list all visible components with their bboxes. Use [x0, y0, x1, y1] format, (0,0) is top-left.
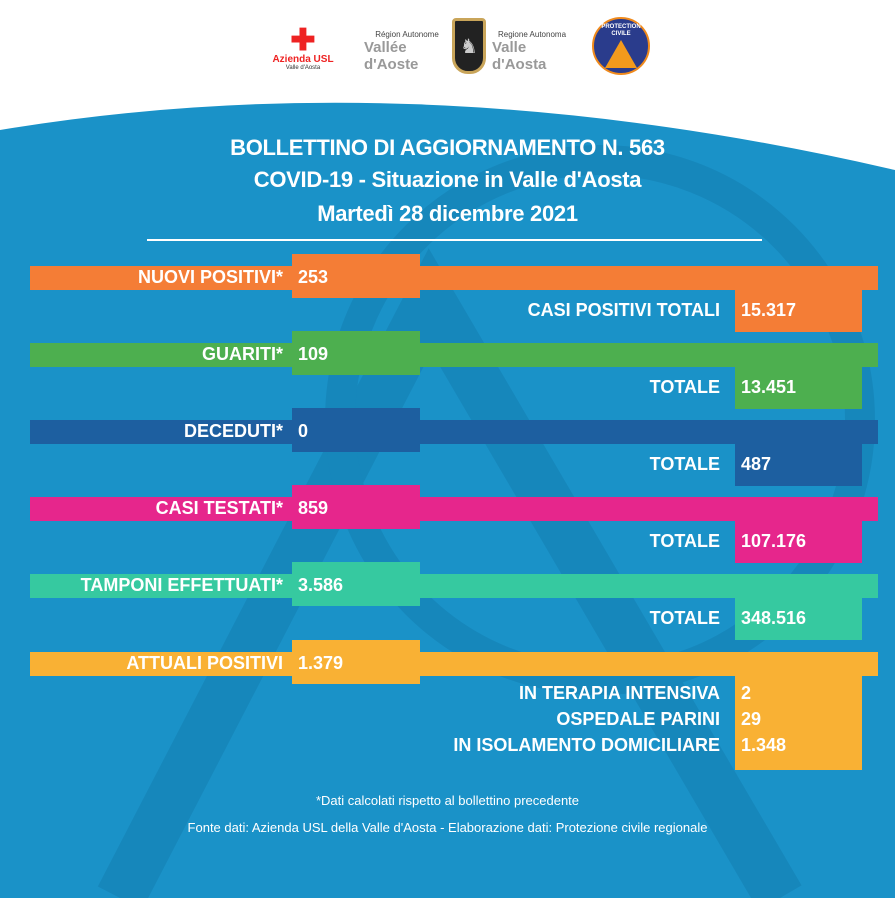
azienda-usl-logo: ✚ Azienda USL Valle d'Aosta [272, 23, 334, 71]
total-label: TOTALE [649, 531, 720, 551]
row-value: 0 [298, 421, 309, 441]
logo-bar: ✚ Azienda USL Valle d'Aosta Région Auton… [0, 12, 895, 82]
total-label: TOTALE [649, 377, 720, 397]
header-divider [147, 239, 762, 241]
row-bar [30, 574, 878, 598]
region-fr-logo: Région Autonome Vallée d'Aoste [364, 30, 439, 73]
row-label: TAMPONI EFFETTUATI* [80, 575, 283, 595]
total-value: 348.516 [741, 608, 807, 628]
row-label: CASI TESTATI* [155, 498, 283, 518]
region-crest-icon: ♞ [452, 18, 486, 74]
total-label: TOTALE [649, 454, 720, 474]
breakdown-value: 1.348 [741, 735, 787, 755]
row-label: ATTUALI POSITIVI [126, 653, 283, 673]
total-label: TOTALE [649, 608, 720, 628]
total-box [735, 444, 862, 486]
breakdown-box [735, 675, 862, 770]
row-value: 109 [298, 344, 329, 364]
total-value: 487 [741, 454, 772, 474]
breakdown-value: 29 [741, 709, 762, 729]
total-box [735, 521, 862, 563]
row-guariti: GUARITI* 109 TOTALE 13.451 [0, 331, 895, 451]
row-casi-testati: CASI TESTATI* 859 TOTALE 107.176 [0, 485, 895, 605]
total-value: 15.317 [741, 300, 797, 320]
row-value: 3.586 [298, 575, 344, 595]
bulletin-title: BOLLETTINO DI AGGIORNAMENTO N. 563 [230, 135, 665, 160]
row-bar [30, 343, 878, 367]
breakdown-label: OSPEDALE PARINI [556, 709, 720, 729]
breakdown-label: IN TERAPIA INTENSIVA [518, 683, 720, 703]
civil-protection-logo: Protection civile [592, 17, 650, 75]
footnote: *Dati calcolati rispetto al bollettino p… [315, 793, 580, 808]
row-deceduti: DECEDUTI* 0 TOTALE 487 [0, 408, 895, 528]
row-attuali-positivi: ATTUALI POSITIVI 1.379 IN TERAPIA INTENS… [0, 640, 895, 780]
bulletin-date: Martedì 28 dicembre 2021 [317, 201, 578, 226]
breakdown-label: IN ISOLAMENTO DOMICILIARE [453, 735, 720, 755]
total-box [735, 598, 862, 640]
total-box [735, 290, 862, 332]
value-box [292, 562, 420, 606]
row-label: GUARITI* [202, 344, 283, 364]
value-box [292, 331, 420, 375]
value-box [292, 408, 420, 452]
total-label: CASI POSITIVI TOTALI [527, 300, 720, 320]
row-label: NUOVI POSITIVI* [137, 267, 283, 287]
row-value: 1.379 [298, 653, 344, 673]
red-cross-icon: ✚ [290, 23, 316, 57]
row-label: DECEDUTI* [183, 421, 283, 441]
row-nuovi-positivi: NUOVI POSITIVI* 253 CASI POSITIVI TOTALI… [0, 254, 895, 374]
row-value: 859 [298, 498, 329, 518]
row-bar [30, 420, 878, 444]
value-box [292, 485, 420, 529]
bulletin-subtitle: COVID-19 - Situazione in Valle d'Aosta [253, 167, 642, 192]
row-bar [30, 652, 878, 676]
row-bar [30, 266, 878, 290]
region-it-logo: Regione Autonoma Valle d'Aosta [492, 30, 567, 73]
total-box [735, 367, 862, 409]
row-value: 253 [298, 267, 329, 287]
total-value: 107.176 [741, 531, 807, 551]
breakdown-value: 2 [741, 683, 752, 703]
row-bar [30, 497, 878, 521]
triangle-icon [605, 40, 637, 68]
source-note: Fonte dati: Azienda USL della Valle d'Ao… [187, 820, 708, 835]
total-value: 13.451 [741, 377, 797, 397]
row-tamponi: TAMPONI EFFETTUATI* 3.586 TOTALE 348.516 [0, 562, 895, 682]
value-box [292, 640, 420, 684]
value-box [292, 254, 420, 298]
